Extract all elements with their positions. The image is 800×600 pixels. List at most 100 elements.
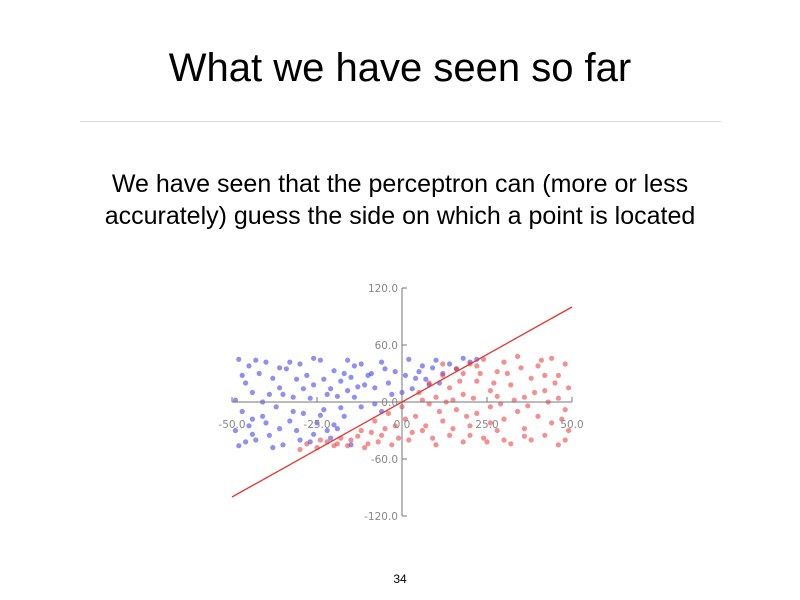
data-point-s1-95 bbox=[419, 397, 425, 403]
data-point-s0-21 bbox=[372, 385, 378, 391]
data-point-s0-74 bbox=[423, 376, 429, 382]
data-point-s1-9 bbox=[372, 418, 378, 424]
data-point-s1-96 bbox=[450, 397, 456, 403]
data-point-s1-14 bbox=[406, 437, 412, 443]
data-point-s0-41 bbox=[266, 432, 272, 438]
y-tick-label-2: 0.0 bbox=[381, 397, 398, 409]
data-point-s1-27 bbox=[494, 427, 500, 434]
data-point-s1-43 bbox=[447, 385, 453, 391]
data-point-s0-13 bbox=[317, 357, 323, 363]
data-point-s1-107 bbox=[474, 363, 480, 369]
data-point-s0-4 bbox=[249, 389, 255, 396]
data-point-s1-78 bbox=[450, 426, 456, 432]
boundary-layer bbox=[231, 306, 573, 498]
data-point-s0-87 bbox=[338, 405, 344, 411]
data-point-s0-12 bbox=[311, 382, 317, 388]
data-point-s0-69 bbox=[382, 366, 388, 372]
data-point-s1-29 bbox=[508, 441, 514, 447]
slide-title: What we have seen so far bbox=[168, 46, 632, 90]
data-point-s1-48 bbox=[481, 356, 487, 362]
data-point-s0-75 bbox=[430, 365, 436, 371]
data-point-s1-50 bbox=[494, 369, 500, 375]
data-point-s1-74 bbox=[470, 395, 476, 401]
data-point-s0-80 bbox=[266, 391, 272, 397]
data-point-s1-51 bbox=[501, 359, 507, 365]
data-point-s0-79 bbox=[253, 357, 259, 363]
data-point-s1-41 bbox=[433, 394, 439, 400]
data-point-s1-97 bbox=[467, 432, 473, 438]
data-point-s1-90 bbox=[362, 445, 368, 451]
data-point-s0-43 bbox=[280, 442, 286, 448]
y-tick-label-0: 120.0 bbox=[368, 283, 398, 295]
data-point-s1-38 bbox=[566, 427, 572, 434]
data-point-s1-11 bbox=[385, 410, 391, 416]
data-point-s0-73 bbox=[416, 369, 422, 375]
data-point-s0-59 bbox=[280, 391, 286, 397]
data-point-s0-24 bbox=[392, 369, 398, 375]
data-point-s1-82 bbox=[423, 423, 429, 429]
data-point-s0-98 bbox=[324, 427, 330, 434]
data-point-s0-22 bbox=[379, 359, 385, 365]
data-point-s0-72 bbox=[409, 386, 415, 392]
data-point-s0-10 bbox=[297, 361, 303, 367]
x-tick-label-3: 25.0 bbox=[475, 419, 498, 431]
data-point-s0-50 bbox=[328, 435, 334, 441]
data-point-s0-85 bbox=[317, 412, 323, 418]
data-point-s0-94 bbox=[263, 420, 269, 426]
data-point-s0-15 bbox=[331, 368, 337, 374]
data-point-s1-69 bbox=[559, 416, 565, 422]
data-point-s0-23 bbox=[385, 380, 391, 386]
data-point-s0-7 bbox=[277, 385, 283, 391]
data-point-s1-40 bbox=[426, 380, 432, 386]
data-point-s1-66 bbox=[538, 357, 544, 363]
data-point-s0-51 bbox=[334, 426, 340, 432]
body-line-2: accurately) guess the side on which a po… bbox=[104, 202, 696, 230]
data-point-s1-56 bbox=[535, 363, 541, 369]
data-point-s1-35 bbox=[549, 420, 555, 426]
data-point-s1-30 bbox=[515, 408, 521, 415]
data-point-s1-63 bbox=[518, 365, 524, 371]
data-point-s0-52 bbox=[341, 413, 347, 419]
data-point-s0-2 bbox=[256, 370, 262, 377]
data-point-s1-86 bbox=[389, 442, 395, 448]
data-point-s0-16 bbox=[338, 378, 344, 384]
data-point-s0-30 bbox=[433, 357, 439, 363]
data-point-s1-32 bbox=[528, 437, 534, 443]
data-point-s1-12 bbox=[392, 423, 398, 429]
data-point-s0-55 bbox=[243, 439, 249, 445]
scatter-chart: 120.0 60.0 0.0 -60.0 -120.0 -50.0 -25.0 0.0 25.0… bbox=[218, 283, 583, 523]
body-line-1: We have seen that the perceptron can (mo… bbox=[111, 170, 689, 198]
data-point-s0-81 bbox=[277, 426, 283, 432]
data-point-s1-98 bbox=[494, 393, 500, 399]
data-point-s0-17 bbox=[345, 388, 351, 394]
title-divider bbox=[80, 121, 721, 122]
data-point-s0-37 bbox=[239, 408, 245, 415]
data-point-s0-11 bbox=[304, 372, 310, 378]
data-point-s1-100 bbox=[542, 372, 548, 378]
data-point-s0-46 bbox=[300, 410, 306, 416]
data-point-s0-66 bbox=[351, 394, 357, 400]
data-point-s0-9 bbox=[290, 394, 296, 400]
data-point-s0-71 bbox=[402, 372, 408, 378]
data-point-s1-84 bbox=[402, 416, 408, 422]
x-tick-label-2: 0.0 bbox=[394, 419, 411, 431]
data-point-s1-28 bbox=[501, 416, 507, 422]
data-point-s0-97 bbox=[311, 355, 317, 361]
data-point-s1-103 bbox=[501, 437, 507, 443]
data-point-s1-94 bbox=[317, 437, 323, 443]
data-point-s1-47 bbox=[474, 378, 480, 384]
data-point-s1-105 bbox=[460, 370, 466, 377]
data-point-s1-1 bbox=[304, 441, 310, 447]
data-point-s0-67 bbox=[362, 382, 368, 388]
data-point-s1-71 bbox=[491, 380, 497, 386]
data-point-s0-28 bbox=[419, 363, 425, 369]
data-point-s1-57 bbox=[542, 388, 548, 394]
data-point-s0-82 bbox=[287, 359, 293, 365]
data-point-s0-26 bbox=[406, 356, 412, 362]
data-point-s1-34 bbox=[542, 432, 548, 438]
data-point-s0-1 bbox=[246, 363, 252, 369]
data-point-s1-89 bbox=[368, 429, 374, 435]
data-point-s0-40 bbox=[260, 413, 266, 419]
data-point-s0-78 bbox=[239, 372, 245, 378]
data-point-s1-59 bbox=[555, 372, 561, 378]
